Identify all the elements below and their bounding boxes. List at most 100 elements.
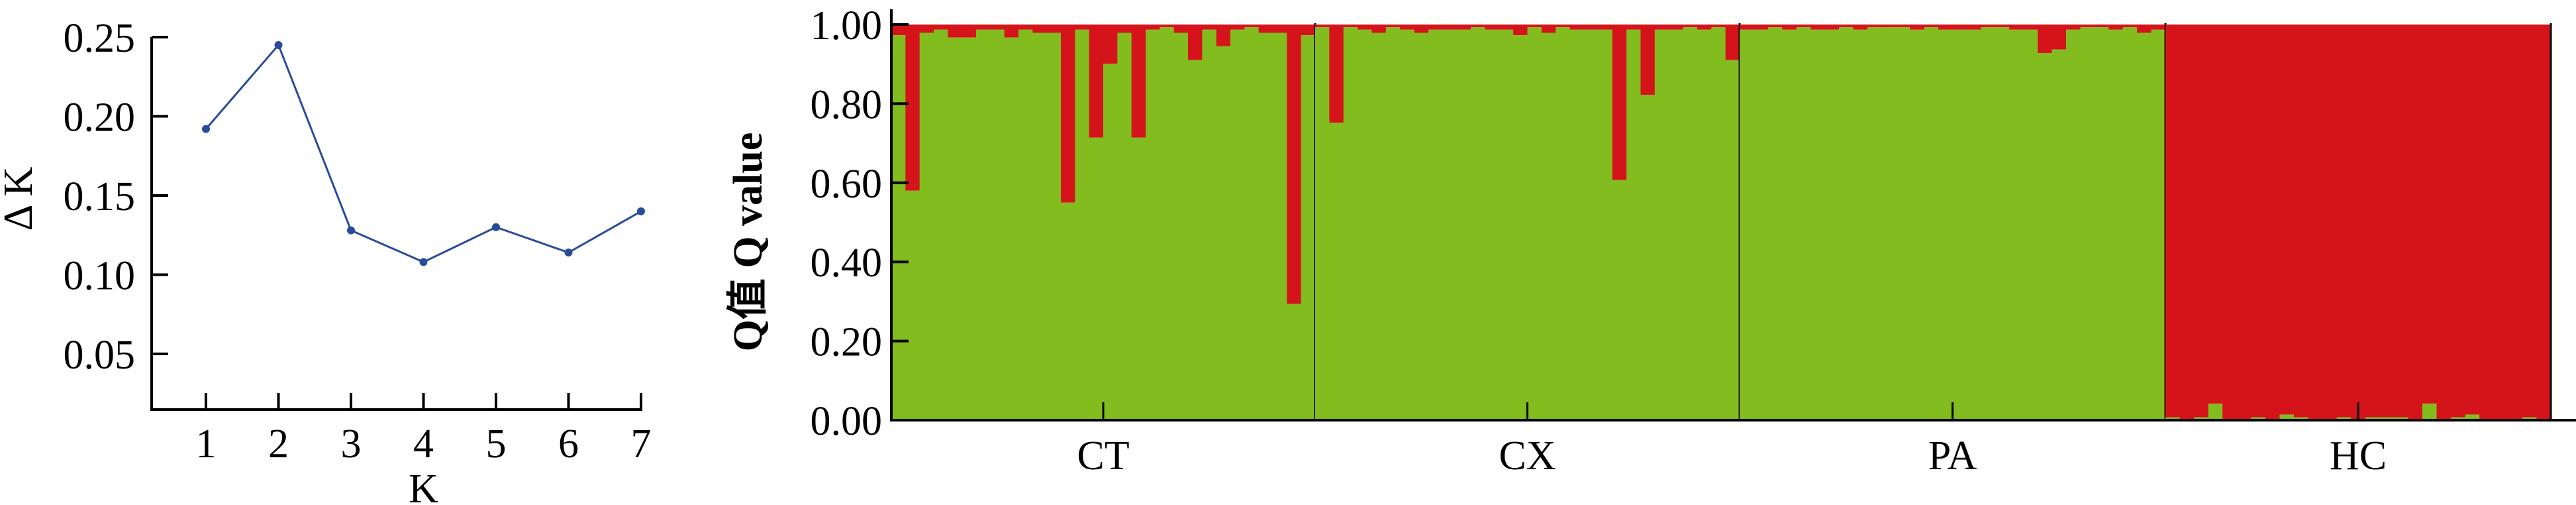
bar-segment-green: [1995, 27, 2010, 420]
bar-segment-red: [1995, 25, 2010, 28]
bar-segment-red: [919, 25, 934, 33]
bar-segment-red: [1513, 25, 1528, 36]
bar-segment-red: [1924, 25, 1939, 28]
bar-segment-green: [1258, 32, 1273, 421]
bar-segment-green: [1075, 29, 1090, 421]
bar-segment-red: [2465, 25, 2480, 415]
bar-segment-red: [1499, 25, 1514, 30]
bar-segment-green: [1160, 27, 1175, 420]
group-label: PA: [1928, 433, 1977, 478]
bar-segment-red: [1556, 25, 1571, 28]
delta-k-line-chart: 0.05 0.10 0.15 0.20 0.25 1 2 3 4 5 6 7 K Δ K: [0, 16, 652, 505]
bar-segment-green: [1725, 60, 1740, 421]
bar-segment-green: [1867, 27, 1882, 420]
bar-segment-red: [1273, 25, 1287, 33]
bar-segment-green: [2165, 417, 2181, 420]
bar-segment-green: [1966, 29, 1981, 421]
bar-segment-green: [1981, 27, 1996, 420]
bar-segment-red: [2351, 25, 2366, 420]
delta-k-series-line: [205, 43, 642, 264]
bar-segment-red: [1428, 25, 1443, 30]
bar-segment-red: [2479, 25, 2495, 420]
bar-segment-red: [1895, 25, 1910, 28]
bar-segment-green: [2422, 403, 2438, 420]
bar-segment-red: [2222, 25, 2238, 420]
bar-segment-green: [2065, 29, 2081, 421]
bar-segment-red: [990, 25, 1005, 30]
bar-segment-red: [2052, 25, 2067, 50]
bar-segment-green: [2465, 414, 2480, 420]
bar-segment-green: [1032, 32, 1048, 421]
bar-segment-green: [2122, 27, 2138, 420]
bar-segment-green: [1612, 180, 1627, 420]
bar-segment-green: [1004, 37, 1019, 421]
bar-segment-green: [1640, 95, 1656, 421]
bar-segment-green: [1853, 29, 1868, 421]
bar-segment-red: [1697, 25, 1712, 30]
bar-segment-green: [1796, 27, 1811, 420]
bar-segment-red: [2194, 25, 2209, 418]
bar-segment-green: [2522, 417, 2538, 420]
bar-segment-green: [2137, 32, 2152, 421]
bar-segment-green: [1810, 29, 1826, 421]
bar-segment-green: [2194, 417, 2209, 420]
bar-segment-red: [1740, 25, 1755, 30]
y-tick-label: 0.10: [64, 254, 136, 299]
y-axis-title: Δ K: [0, 166, 41, 231]
bar-segment-green: [962, 37, 977, 421]
bar-segment-green: [1089, 137, 1104, 420]
bar-segment-red: [1938, 25, 1954, 30]
bar-segment-green: [905, 190, 920, 420]
bar-segment-red: [1032, 25, 1048, 33]
bar-segment-red: [1669, 25, 1684, 30]
bar-segment-red: [2179, 25, 2195, 420]
bar-segment-green: [1767, 27, 1783, 420]
bar-segment-red: [1258, 25, 1273, 33]
bar-segment-green: [2279, 414, 2295, 420]
bar-segment-green: [2094, 27, 2109, 420]
bar-segment-red: [1654, 25, 1669, 30]
bar-segment-green: [1895, 27, 1910, 420]
bar-segment-red: [1711, 25, 1726, 28]
bar-segment-green: [1485, 29, 1500, 421]
bar-segment-red: [2322, 25, 2338, 420]
y-tick-label: 1.00: [811, 3, 883, 48]
bar-segment-red: [2108, 25, 2124, 30]
bar-segment-red: [1782, 25, 1797, 30]
bar-segment-green: [1287, 304, 1302, 420]
bar-segment-red: [2308, 25, 2323, 420]
bar-segment-red: [1358, 25, 1373, 30]
bar-segment-green: [2365, 417, 2380, 420]
bar-segment-green: [990, 29, 1005, 421]
bar-segment-red: [1583, 25, 1599, 30]
bar-segment-green: [1202, 29, 1217, 421]
bar-segment-red: [2451, 25, 2466, 418]
bar-segment-red: [1173, 25, 1189, 33]
bar-segment-green: [1683, 27, 1698, 420]
bar-segment-green: [1315, 27, 1330, 420]
bar-segment-green: [2080, 27, 2095, 420]
bar-segment-red: [2038, 25, 2053, 53]
bar-segment-red: [1683, 25, 1698, 28]
bar-segment-red: [1910, 25, 1925, 30]
group-label: CT: [1077, 433, 1129, 478]
data-point: [202, 125, 210, 133]
bar-segment-green: [1244, 27, 1260, 420]
bar-segment-green: [1669, 29, 1684, 421]
y-axis-title: Q值 Q value: [725, 133, 771, 352]
x-tick-label: 7: [631, 421, 652, 467]
bar-segment-red: [1385, 25, 1401, 28]
bar-segment-red: [891, 25, 906, 36]
bar-segment-green: [1513, 35, 1528, 420]
bar-segment-green: [1824, 29, 1840, 421]
bar-segment-green: [1881, 27, 1897, 420]
bar-segment-green: [2379, 417, 2395, 420]
bar-segment-red: [2080, 25, 2095, 28]
bar-segment-green: [1527, 27, 1542, 420]
bar-segment-red: [1456, 25, 1471, 30]
bar-segment-red: [2122, 25, 2138, 28]
q-value-structure-bar-chart: CT CX PA HC 0.00 0.20 0.40 0.60 0.80 1.00 Q值 Q val…: [725, 3, 2576, 478]
bar-segment-red: [1824, 25, 1840, 30]
x-tick-label: 3: [341, 421, 362, 467]
